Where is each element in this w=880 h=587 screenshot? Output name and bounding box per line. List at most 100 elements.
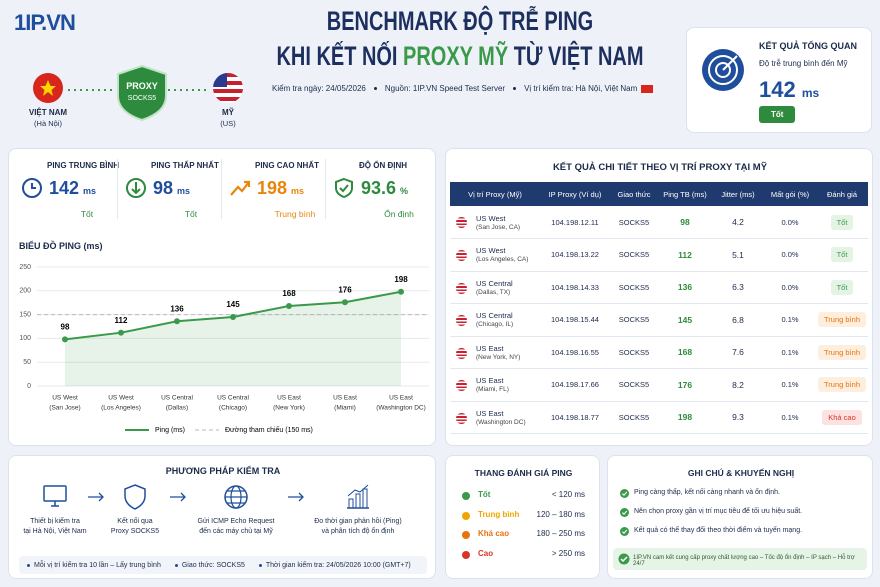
cell: SOCKS5: [610, 238, 658, 272]
point: [118, 329, 124, 336]
stat-icon: [126, 178, 146, 198]
us-flag: [456, 380, 467, 391]
method-note-text: Mỗi vị trí kiểm tra 10 lần – Lấy trung b…: [34, 561, 161, 569]
stat-value: 98 ms: [153, 178, 190, 199]
meta-item: Kiểm tra ngày: 24/05/2026: [272, 84, 366, 93]
step-text: Kết nối qua: [117, 518, 153, 525]
route-graphic: [33, 64, 243, 122]
cell: 198: [658, 401, 712, 434]
data-label: 145: [226, 300, 240, 309]
divider: [325, 159, 326, 219]
data-label: 98: [61, 322, 70, 331]
scale-title: THANG ĐÁNH GIÁ PING: [474, 468, 573, 478]
stat-unit: ms: [83, 186, 97, 196]
scale-label: Khá cao: [478, 529, 510, 538]
location-name: US East: [476, 408, 504, 418]
x-tick-label: US West: [108, 395, 134, 402]
rating-cell: Tốt: [816, 238, 868, 272]
y-tick-label: 150: [19, 311, 31, 318]
location-cell: US Central (Chicago, IL): [450, 303, 540, 337]
cell: 0.0%: [764, 238, 816, 272]
stat-value: 93.6%: [361, 178, 408, 199]
cell: SOCKS5: [610, 206, 658, 239]
stat-label: ĐỘ ỔN ĐỊNH: [359, 161, 407, 170]
header-cell: Mất gói (%): [764, 182, 816, 206]
x-tick-label: US East: [277, 395, 301, 402]
legend-ref-label: Đường tham chiếu (150 ms): [225, 425, 313, 434]
rating-cell: Trung bình: [816, 336, 868, 369]
scale-label: Tốt: [478, 490, 491, 499]
table-row: US Central (Chicago, IL) 104.198.15.44 SOCK…: [450, 303, 868, 337]
title-part: KHI KẾT NỐI: [276, 41, 404, 71]
cell: 0.1%: [764, 368, 816, 402]
cell: 6.8: [712, 303, 764, 337]
summary-unit: ms: [801, 86, 820, 100]
title-highlight: PROXY MỸ: [403, 41, 509, 71]
chart: 0 50 100 150 200 250 98 112 136 145 168 176 198 US We…: [19, 264, 429, 434]
table-row: US West (Los Angeles, CA) 104.198.13.22 SOC…: [450, 238, 868, 272]
location-sub: (Los Angeles, CA): [476, 256, 529, 264]
table-row: US Central (Dallas, TX) 104.198.14.33 SOCKS…: [450, 271, 868, 304]
proxy-protocol: SOCKS5: [127, 95, 157, 102]
scale-dot: [462, 492, 470, 500]
location-name: US Central: [476, 278, 513, 288]
step-text: đến các máy chủ tại Mỹ: [199, 528, 273, 535]
scale-label: Cao: [478, 548, 494, 558]
rating-cell: Trung bình: [816, 368, 868, 402]
step-icon: [347, 484, 369, 509]
cell: 0.0%: [764, 271, 816, 304]
bullet: [27, 563, 30, 567]
location-name: US West: [476, 246, 506, 256]
table-row: US East (New York, NY) 104.198.16.55 SOCKS5…: [450, 336, 868, 369]
cell: 104.198.16.55: [540, 336, 610, 369]
table-row: US East (Miami, FL) 104.198.17.66 SOCKS5 176…: [450, 368, 868, 402]
method-note: Mỗi vị trí kiểm tra 10 lần – Lấy trung b…: [27, 562, 161, 569]
scale-label: Trung bình: [478, 509, 520, 519]
rating-cell: Tốt: [816, 206, 868, 239]
stat-icon: [335, 177, 353, 199]
step-arrow: [288, 492, 304, 502]
y-tick-label: 50: [23, 359, 31, 366]
point: [230, 313, 236, 320]
bullet: [373, 87, 377, 90]
scale-dot: [462, 511, 470, 520]
header-cell: IP Proxy (Ví dụ): [540, 182, 610, 206]
location-sub: (Washington DC): [476, 418, 526, 426]
summary-value: 142 ms: [759, 77, 819, 103]
stat-label: PING CAO NHẤT: [255, 161, 319, 170]
x-tick-label: US West: [52, 395, 78, 402]
x-tick-label: (Dallas): [166, 405, 188, 412]
note-text: Ping càng thấp, kết nối càng nhanh và ổn…: [634, 489, 780, 496]
cell: 0.1%: [764, 336, 816, 369]
location-cell: US Central (Dallas, TX): [450, 271, 540, 304]
method-note-text: Thời gian kiểm tra: 24/05/2026 10:00 (GM…: [265, 561, 411, 569]
us-flag: [456, 250, 467, 261]
step-icon: [124, 484, 146, 510]
header-row: Vị trí Proxy (Mỹ) IP Proxy (Ví dụ) Giao th…: [450, 182, 868, 206]
cell: 104.198.12.11: [540, 206, 610, 239]
stats-panel: PING TRUNG BÌNH 142 ms Tốt PING THẤP NHẤT 98 m…: [8, 148, 436, 446]
stat-number: 93.6: [361, 178, 397, 198]
point: [174, 318, 180, 325]
step-icon: [224, 485, 248, 509]
location-cell: US East (Washington DC): [450, 401, 540, 434]
x-tick-label: US Central: [161, 395, 193, 402]
scale-dot: [462, 531, 470, 539]
location-cell: US East (New York, NY): [450, 336, 540, 369]
location-cell: US West (Los Angeles, CA): [450, 238, 540, 272]
x-tick-label: (Los Angeles): [101, 405, 141, 412]
cell: 6.3: [712, 271, 764, 304]
destination-name: MỸ: [222, 108, 234, 117]
location-name: US East: [476, 343, 504, 353]
cell: 104.198.13.22: [540, 238, 610, 272]
stat-status: Tốt: [80, 209, 94, 219]
cell: 145: [658, 303, 712, 337]
summary-title: KẾT QUẢ TỔNG QUAN: [759, 41, 857, 51]
us-flag: [456, 412, 467, 424]
note-icon: [620, 508, 629, 517]
y-tick-label: 0: [27, 383, 31, 390]
stat-number: 198: [257, 178, 288, 198]
point: [62, 336, 68, 343]
step-text: tại Hà Nội, Việt Nam: [23, 528, 87, 535]
stat-unit: %: [400, 186, 409, 196]
